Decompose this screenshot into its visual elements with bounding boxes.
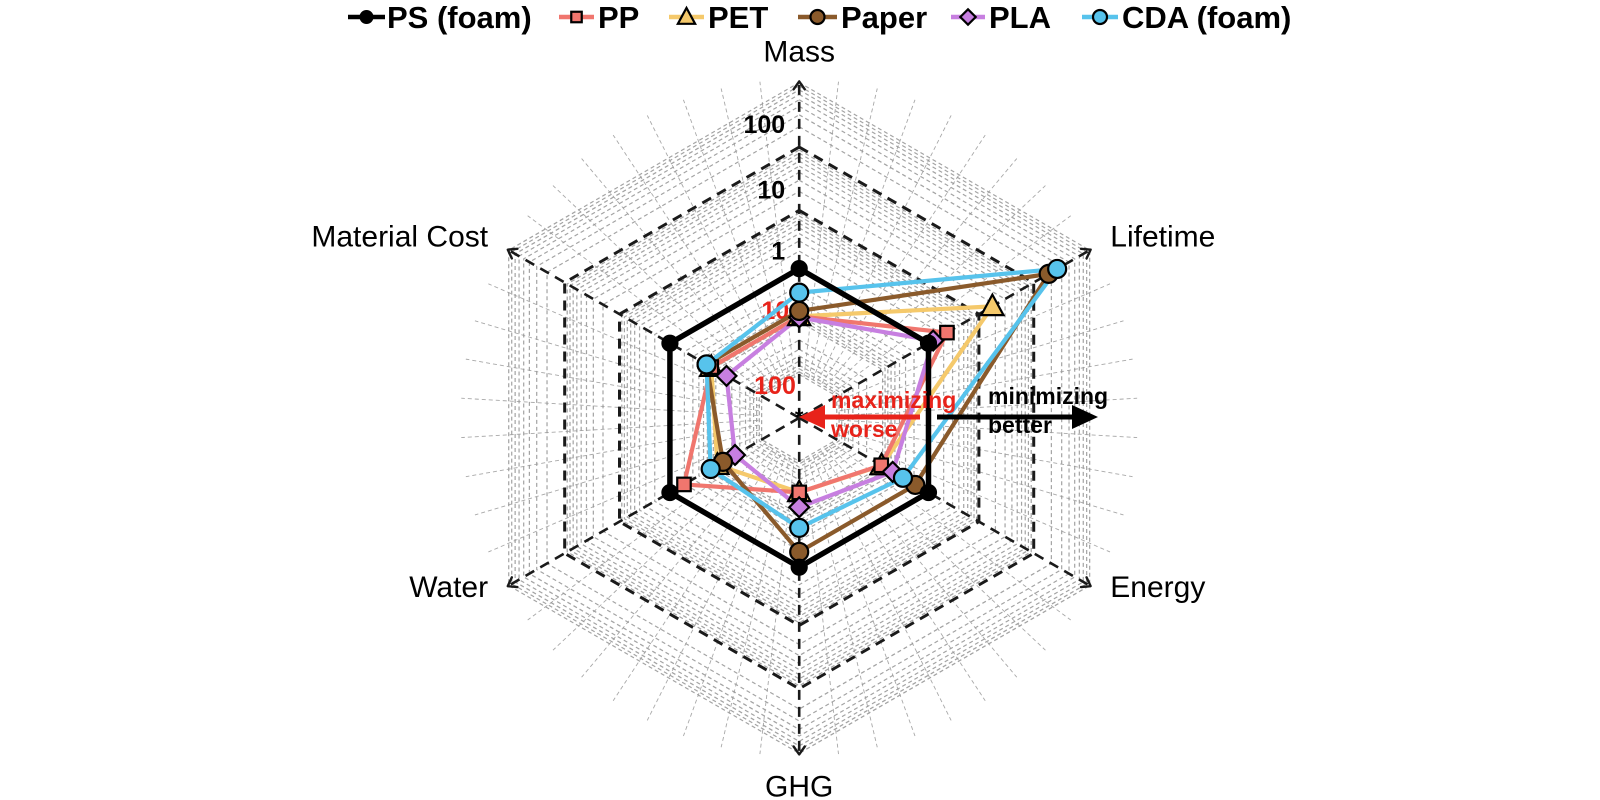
svg-text:PET: PET bbox=[708, 0, 768, 35]
svg-text:minimizing: minimizing bbox=[988, 383, 1108, 409]
svg-text:Paper: Paper bbox=[841, 0, 927, 35]
svg-text:better: better bbox=[988, 412, 1052, 438]
svg-text:Energy: Energy bbox=[1110, 571, 1205, 604]
svg-text:PLA: PLA bbox=[989, 0, 1051, 35]
svg-text:worse: worse bbox=[830, 416, 897, 442]
svg-text:maximizing: maximizing bbox=[831, 387, 956, 413]
svg-text:Lifetime: Lifetime bbox=[1110, 221, 1215, 254]
svg-text:1: 1 bbox=[771, 238, 785, 266]
svg-text:CDA (foam): CDA (foam) bbox=[1122, 0, 1291, 35]
svg-text:Material Cost: Material Cost bbox=[311, 221, 488, 254]
svg-text:PP: PP bbox=[598, 0, 639, 35]
svg-text:100: 100 bbox=[754, 372, 796, 400]
svg-text:PS (foam): PS (foam) bbox=[387, 0, 532, 35]
svg-text:10: 10 bbox=[757, 176, 785, 204]
svg-text:100: 100 bbox=[743, 111, 785, 139]
svg-text:Mass: Mass bbox=[763, 35, 835, 68]
svg-text:GHG: GHG bbox=[765, 770, 833, 800]
svg-text:Water: Water bbox=[409, 571, 488, 604]
